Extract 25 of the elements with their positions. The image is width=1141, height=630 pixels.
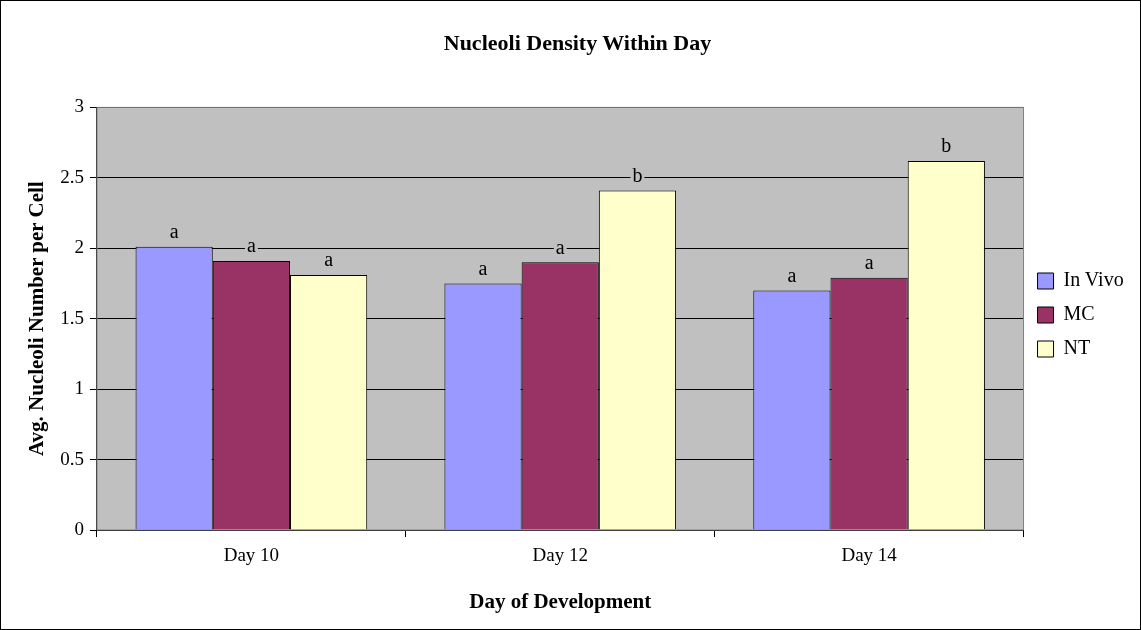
legend-label: In Vivo	[1063, 268, 1124, 291]
chart-title: Nucleoli Density Within Day	[443, 29, 712, 55]
y-axis-title: Avg. Nucleoli Number per Cell	[24, 181, 49, 457]
y-tick-label: 2	[74, 236, 84, 258]
y-tick-label: 1.5	[60, 306, 84, 328]
legend-label: MC	[1063, 302, 1095, 325]
data-label: a	[864, 251, 874, 274]
y-tick-label: 1	[74, 377, 84, 399]
x-tick-label: Day 12	[532, 544, 588, 566]
x-tick-label: Day 10	[223, 544, 280, 566]
x-tick-label: Day 14	[841, 544, 898, 566]
x-axis-title: Day of Development	[469, 588, 652, 613]
data-label: a	[478, 256, 488, 279]
data-label: a	[787, 263, 797, 286]
data-label: b	[632, 163, 643, 186]
data-label: a	[324, 248, 334, 271]
legend-label: NT	[1063, 336, 1091, 359]
data-label: b	[941, 134, 952, 157]
y-tick-label: 0.5	[60, 447, 84, 469]
data-label: a	[169, 220, 179, 243]
data-label: a	[246, 234, 256, 257]
y-tick-label: 0	[74, 517, 84, 539]
y-tick-label: 3	[74, 95, 84, 117]
data-label: a	[555, 235, 565, 258]
y-tick-label: 2.5	[60, 165, 84, 187]
